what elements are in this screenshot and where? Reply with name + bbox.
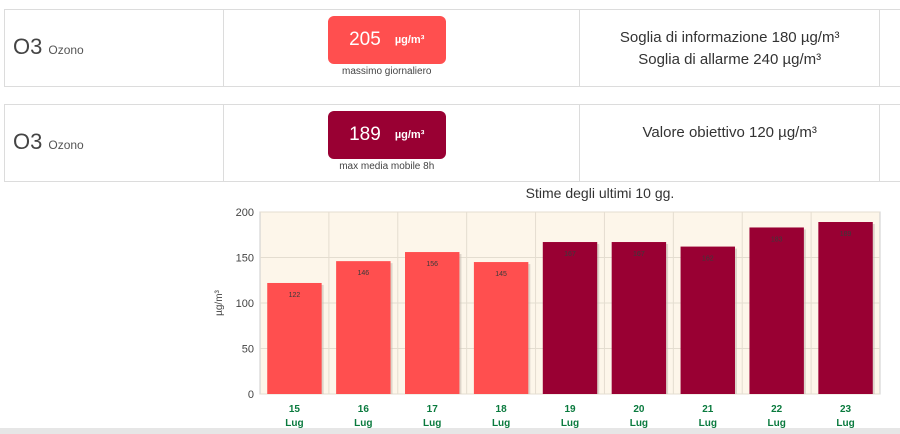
pollutant-symbol: O3 <box>13 34 43 59</box>
x-tick-month: Lug <box>561 418 579 429</box>
ozone-8h-row: O3 Ozono 189 µg/m³ max media mobile 8h V… <box>4 104 900 182</box>
bar-value-label: 183 <box>771 236 783 243</box>
x-tick-day: 19 <box>564 404 576 415</box>
x-tick-day: 20 <box>633 404 645 415</box>
pollutant-name: Ozono <box>48 43 84 57</box>
y-tick-label: 50 <box>242 344 254 356</box>
bar-value-label: 145 <box>495 271 507 278</box>
x-tick-day: 22 <box>771 404 783 415</box>
value-unit: µg/m³ <box>394 34 425 46</box>
bar-value-label: 162 <box>702 256 714 263</box>
y-axis-label: µg/m³ <box>214 289 225 315</box>
value-cell: 205 µg/m³ massimo giornaliero <box>224 10 581 86</box>
x-tick-month: Lug <box>492 418 510 429</box>
bar <box>473 262 529 394</box>
x-tick-day: 15 <box>289 404 301 415</box>
information-threshold: Soglia di informazione 180 µg/m³ <box>619 29 840 46</box>
value-badge: 205 µg/m³ <box>327 16 446 64</box>
bar-value-label: 122 <box>289 292 301 299</box>
y-tick-label: 200 <box>236 207 254 219</box>
bar <box>405 252 460 394</box>
threshold-cell: Soglia di informazione 180 µg/m³ Soglia … <box>580 10 881 86</box>
ozone-max-daily-row: O3 Ozono 205 µg/m³ massimo giornaliero S… <box>4 9 900 87</box>
alarm-threshold: Soglia di allarme 240 µg/m³ <box>638 51 822 68</box>
bar <box>749 227 804 394</box>
bar <box>680 246 735 394</box>
x-tick-month: Lug <box>630 418 648 429</box>
x-tick-day: 23 <box>840 404 852 415</box>
x-tick-month: Lug <box>354 418 372 429</box>
bar-value-label: 156 <box>426 261 438 268</box>
bar-value-label: 167 <box>564 251 576 258</box>
y-tick-label: 150 <box>236 253 254 265</box>
value-unit: µg/m³ <box>394 129 425 141</box>
pollutant-cell: O3 Ozono <box>5 10 224 86</box>
value-number: 189 <box>349 124 381 145</box>
x-tick-month: Lug <box>836 418 854 429</box>
bar-value-label: 189 <box>840 231 852 238</box>
chart-title: Stime degli ultimi 10 gg. <box>525 185 675 201</box>
horizontal-scrollbar[interactable] <box>0 428 900 434</box>
x-tick-month: Lug <box>423 418 441 429</box>
value-cell: 189 µg/m³ max media mobile 8h <box>224 105 581 181</box>
x-tick-month: Lug <box>699 418 717 429</box>
y-tick-label: 100 <box>236 298 254 310</box>
bar <box>336 261 391 394</box>
value-caption: max media mobile 8h <box>339 161 435 172</box>
bar <box>818 222 873 394</box>
value-number: 205 <box>349 29 381 50</box>
x-tick-month: Lug <box>285 418 303 429</box>
x-tick-day: 21 <box>702 404 714 415</box>
bar-value-label: 167 <box>633 251 645 258</box>
pollutant-cell: O3 Ozono <box>5 105 224 181</box>
bar-value-label: 146 <box>357 270 369 277</box>
pollutant-name: Ozono <box>48 138 84 152</box>
x-tick-day: 18 <box>496 404 508 415</box>
bar <box>611 242 667 394</box>
bar <box>542 242 598 394</box>
threshold-cell: Valore obiettivo 120 µg/m³ <box>580 105 881 181</box>
value-badge: 189 µg/m³ <box>327 111 446 159</box>
target-value-threshold: Valore obiettivo 120 µg/m³ <box>642 124 817 141</box>
y-tick-label: 0 <box>248 389 254 401</box>
x-tick-day: 17 <box>427 404 439 415</box>
value-caption: massimo giornaliero <box>342 66 432 77</box>
x-tick-day: 16 <box>358 404 370 415</box>
x-tick-month: Lug <box>768 418 786 429</box>
bar <box>267 282 322 394</box>
pollutant-symbol: O3 <box>13 129 43 154</box>
